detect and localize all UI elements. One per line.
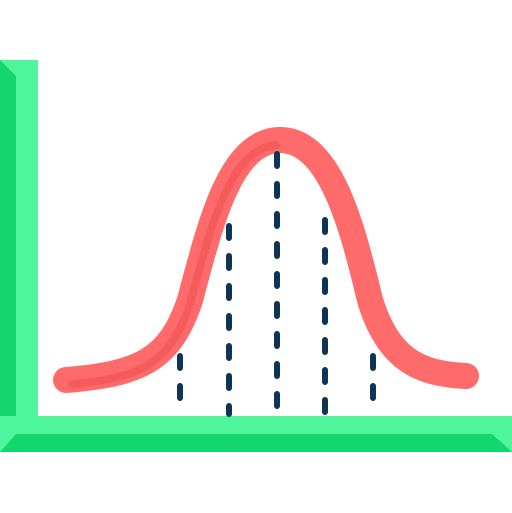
bell-curve-outline <box>53 127 479 393</box>
dashed-guides <box>177 151 376 417</box>
bell-curve <box>53 127 479 393</box>
axes-icon <box>0 60 512 452</box>
bell-curve-inner-shade <box>68 141 280 388</box>
y-axis-shadow <box>0 60 16 452</box>
x-axis-shadow <box>0 434 512 452</box>
